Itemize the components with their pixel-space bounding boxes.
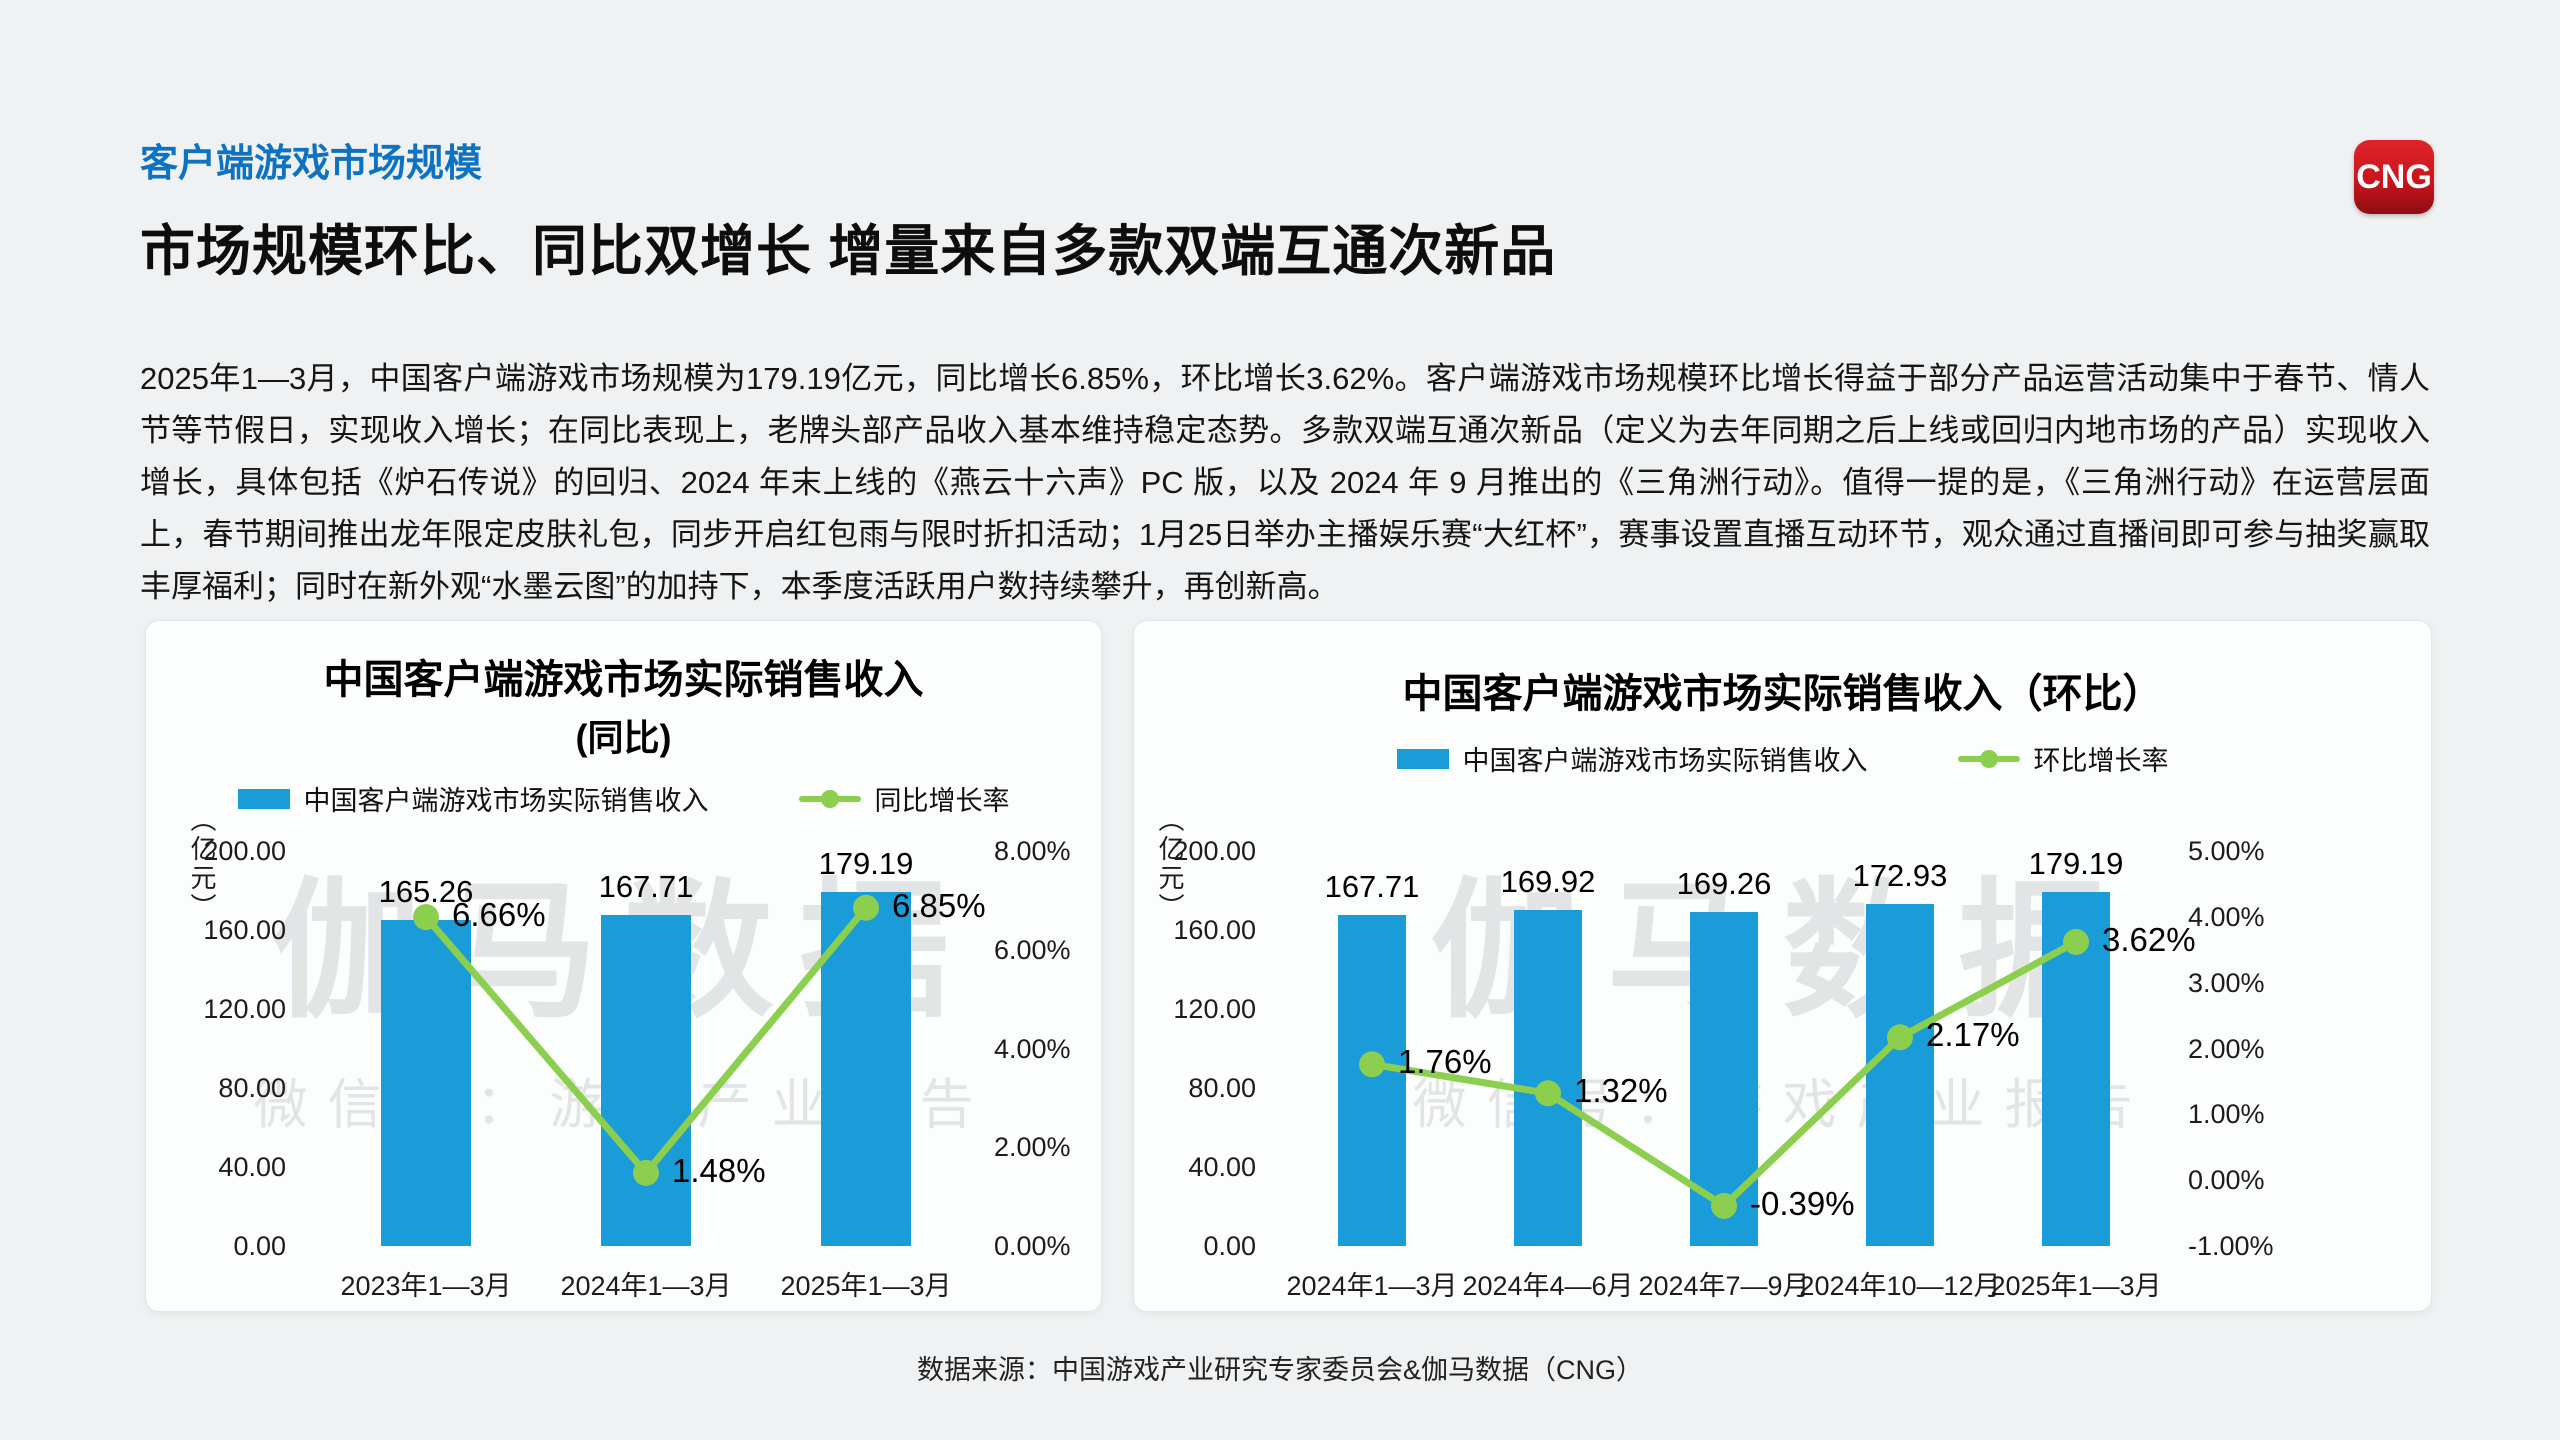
secondary-axis-tick-label: 0.00% xyxy=(2188,1165,2265,1196)
bar-value-label: 179.19 xyxy=(2028,846,2124,882)
x-axis-category-label: 2025年1—3月 xyxy=(780,1271,952,1301)
y-axis-tick-label: 40.00 xyxy=(1188,1152,1256,1182)
secondary-axis-tick-label: 6.00% xyxy=(994,934,1071,965)
line-series-swatch-icon xyxy=(1957,749,2020,769)
secondary-axis-tick-label: 2.00% xyxy=(2188,1033,2265,1064)
y-axis-tick-label: 160.00 xyxy=(203,915,286,945)
growth-rate-label: 3.62% xyxy=(2102,920,2196,958)
bar-value-label: 167.71 xyxy=(1324,868,1420,904)
chart-card-yoy: 中国客户端游戏市场实际销售收入 (同比) 中国客户端游戏市场实际销售收入 同比增… xyxy=(145,620,1102,1312)
x-axis-category-label: 2024年10—12月 xyxy=(1799,1271,2001,1301)
x-axis-category-label: 2023年1—3月 xyxy=(340,1271,512,1301)
y-axis-tick-label: 0.00 xyxy=(1203,1231,1256,1261)
axis-unit-label: （亿元） xyxy=(1155,806,1185,922)
bar-value-label: 169.26 xyxy=(1676,865,1772,901)
y-axis-tick-label: 40.00 xyxy=(218,1152,286,1182)
y-axis-tick-label: 80.00 xyxy=(1188,1073,1256,1103)
secondary-axis-tick-label: 8.00% xyxy=(994,836,1071,866)
section-eyebrow: 客户端游戏市场规模 xyxy=(140,143,483,185)
bar-value-label: 165.26 xyxy=(378,873,474,909)
data-source-note: 数据来源：中国游戏产业研究专家委员会&伽马数据（CNG） xyxy=(916,1355,1643,1385)
bar xyxy=(1866,904,1934,1246)
legend-label: 中国客户端游戏市场实际销售收入 xyxy=(303,786,709,816)
x-axis-category-label: 2024年1—3月 xyxy=(1286,1271,1458,1301)
legend-item-growth: 同比增长率 xyxy=(798,779,1010,818)
y-axis-tick-label: 200.00 xyxy=(203,836,286,866)
chart-plot-qoq: （亿元） 200.00 160.00 120.00 80.00 40.00 0.00 5.00… xyxy=(1134,621,2431,1311)
bar-series-swatch-icon xyxy=(237,788,290,809)
bar xyxy=(381,919,471,1246)
secondary-axis-tick-label: 4.00% xyxy=(994,1033,1071,1064)
legend-item-revenue: 中国客户端游戏市场实际销售收入 xyxy=(237,779,709,818)
chart-legend: 中国客户端游戏市场实际销售收入 同比增长率 xyxy=(146,779,1101,818)
growth-rate-label: 6.85% xyxy=(892,886,986,924)
chart-card-qoq: 中国客户端游戏市场实际销售收入（环比） 中国客户端游戏市场实际销售收入 环比增长… xyxy=(1133,620,2432,1312)
growth-rate-label: -0.39% xyxy=(1750,1184,1855,1222)
intro-paragraph: 2025年1—3月，中国客户端游戏市场规模为179.19亿元，同比增长6.85%… xyxy=(140,361,2430,604)
chart-legend: 中国客户端游戏市场实际销售收入 环比增长率 xyxy=(1134,739,2431,778)
legend-item-growth: 环比增长率 xyxy=(1957,739,2169,778)
bar xyxy=(1338,914,1406,1246)
secondary-axis-tick-label: 3.00% xyxy=(2188,967,2265,998)
legend-label: 环比增长率 xyxy=(2033,746,2169,776)
secondary-axis-tick-label: 1.00% xyxy=(2188,1099,2265,1130)
cng-logo-text: CNG xyxy=(2356,157,2432,196)
y-axis-tick-label: 160.00 xyxy=(1173,915,1256,945)
chart-title: 中国客户端游戏市场实际销售收入（环比） xyxy=(1402,672,2163,716)
y-axis-tick-label: 200.00 xyxy=(1173,836,1256,866)
bar xyxy=(2042,892,2110,1246)
bar-series-swatch-icon xyxy=(1396,748,1449,769)
bar-value-label: 167.71 xyxy=(598,868,694,904)
line-series-swatch-icon xyxy=(798,789,861,809)
bar-value-label: 169.92 xyxy=(1500,864,1596,900)
x-axis-category-label: 2024年7—9月 xyxy=(1638,1271,1810,1301)
bar-value-label: 172.93 xyxy=(1852,858,1948,894)
x-axis-category-label: 2024年1—3月 xyxy=(560,1271,732,1301)
secondary-axis-tick-label: 0.00% xyxy=(994,1231,1071,1261)
legend-label: 中国客户端游戏市场实际销售收入 xyxy=(1462,746,1868,776)
bar xyxy=(1514,910,1582,1246)
secondary-axis-tick-label: 5.00% xyxy=(2188,836,2265,866)
y-axis-tick-label: 120.00 xyxy=(1173,994,1256,1024)
bar xyxy=(821,892,911,1246)
legend-item-revenue: 中国客户端游戏市场实际销售收入 xyxy=(1396,739,1868,778)
growth-rate-label: 1.32% xyxy=(1574,1072,1668,1110)
chart-title: 中国客户端游戏市场实际销售收入 xyxy=(323,658,924,702)
x-axis-category-label: 2025年1—3月 xyxy=(1990,1271,2162,1301)
y-axis-tick-label: 80.00 xyxy=(218,1073,286,1103)
y-axis-tick-label: 120.00 xyxy=(203,994,286,1024)
chart-subtitle: (同比) xyxy=(575,717,672,758)
secondary-axis-tick-label: -1.00% xyxy=(2188,1231,2274,1261)
chart-plot-yoy: （亿元） 200.00 160.00 120.00 80.00 40.00 0.00 8.00… xyxy=(146,621,1101,1311)
axis-unit-label: （亿元） xyxy=(187,806,217,922)
secondary-axis-tick-label: 2.00% xyxy=(994,1132,1071,1163)
legend-label: 同比增长率 xyxy=(874,786,1010,816)
growth-rate-label: 1.76% xyxy=(1398,1043,1492,1081)
growth-rate-label: 1.48% xyxy=(672,1151,766,1189)
bar-value-label: 179.19 xyxy=(818,846,914,882)
secondary-axis-tick-label: 4.00% xyxy=(2188,901,2265,932)
growth-rate-label: 6.66% xyxy=(452,896,546,934)
page-title: 市场规模环比、同比双增长 增量来自多款双端互通次新品 xyxy=(140,220,1557,282)
y-axis-tick-label: 0.00 xyxy=(233,1231,286,1261)
cng-logo: CNG xyxy=(2354,140,2434,214)
x-axis-category-label: 2024年4—6月 xyxy=(1462,1271,1634,1301)
growth-rate-label: 2.17% xyxy=(1926,1016,2020,1054)
bar xyxy=(1690,911,1758,1246)
bar xyxy=(601,914,691,1246)
